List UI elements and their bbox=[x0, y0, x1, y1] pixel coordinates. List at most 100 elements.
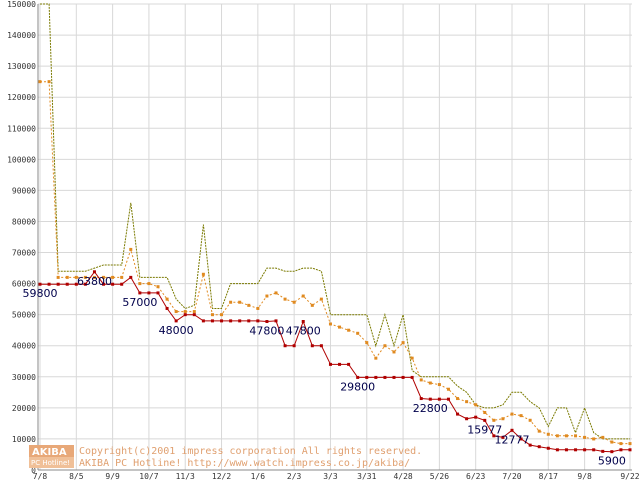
y-tick-label: 30000 bbox=[12, 373, 36, 382]
y-tick-label: 130000 bbox=[7, 62, 36, 71]
series-min-point bbox=[310, 344, 314, 348]
x-tick-label: 1/6 bbox=[251, 472, 266, 480]
series-avg-point bbox=[501, 417, 505, 421]
x-tick-label: 4/28 bbox=[393, 472, 412, 480]
series-avg-point bbox=[102, 275, 106, 279]
y-tick-label: 150000 bbox=[7, 0, 36, 9]
y-axis-ticks: 0 10000 20000 30000 40000 50000 60000 70000 8000… bbox=[7, 0, 36, 475]
price-callouts: 59800 63800 57000 48000 47800 47800 29800 22800… bbox=[23, 275, 626, 468]
series-avg-point bbox=[519, 414, 523, 418]
series-min-point bbox=[392, 375, 396, 379]
series-min-point bbox=[319, 344, 323, 348]
series-min-point bbox=[38, 282, 42, 286]
series-min-point bbox=[483, 418, 487, 422]
series-avg-point bbox=[564, 434, 568, 438]
series-avg-point bbox=[283, 297, 287, 301]
series-avg-point bbox=[38, 80, 42, 84]
series-min-point bbox=[410, 375, 414, 379]
series-avg-point bbox=[628, 442, 632, 446]
series-min-point bbox=[247, 319, 251, 323]
series-min-point bbox=[592, 448, 596, 452]
series-max-line bbox=[40, 3, 630, 440]
x-tick-label: 2/3 bbox=[287, 472, 302, 480]
site-url-line: AKIBA PC Hotline! http://www.watch.impre… bbox=[79, 458, 410, 469]
series-avg-point bbox=[265, 294, 269, 298]
series-avg-point bbox=[210, 313, 214, 317]
series-min-point bbox=[83, 282, 87, 286]
x-tick-label: 8/5 bbox=[69, 472, 84, 480]
series-min-point bbox=[138, 291, 142, 295]
series-avg-point bbox=[401, 341, 405, 345]
series-avg-point bbox=[147, 282, 151, 286]
series-avg-point bbox=[347, 328, 351, 332]
series-min-point bbox=[510, 428, 514, 432]
series-min-point bbox=[474, 415, 478, 419]
series-min-point bbox=[401, 375, 405, 379]
y-tick-label: 80000 bbox=[12, 217, 36, 226]
series-avg-point bbox=[220, 313, 224, 317]
series-avg-point bbox=[601, 435, 605, 439]
series-min-point bbox=[292, 344, 296, 348]
series-min-point bbox=[129, 275, 133, 279]
y-tick-label: 50000 bbox=[12, 311, 36, 320]
series-avg-point bbox=[111, 275, 115, 279]
series-avg-point bbox=[92, 275, 96, 279]
x-tick-label: 7/8 bbox=[33, 472, 48, 480]
series-avg-point bbox=[510, 412, 514, 416]
series-avg-point bbox=[138, 282, 142, 286]
series-min-point bbox=[347, 362, 351, 366]
akiba-logo-text: AKIBA bbox=[32, 447, 67, 458]
series-avg-point bbox=[410, 356, 414, 360]
series-avg-point bbox=[247, 303, 251, 307]
series-min-point bbox=[229, 319, 233, 323]
series-min-point bbox=[283, 344, 287, 348]
x-tick-label: 5/26 bbox=[430, 472, 449, 480]
x-tick-label: 12/2 bbox=[212, 472, 231, 480]
y-tick-label: 0 bbox=[31, 466, 36, 475]
y-tick-label: 140000 bbox=[7, 31, 36, 40]
series-avg-point bbox=[383, 344, 387, 348]
x-tick-label: 3/3 bbox=[323, 472, 338, 480]
series-min-point bbox=[210, 319, 214, 323]
price-callout: 5900 bbox=[598, 455, 626, 468]
y-tick-label: 90000 bbox=[12, 186, 36, 195]
series-min-line bbox=[40, 270, 630, 453]
akiba-logo-subtext: PC Hotline! bbox=[31, 459, 70, 467]
price-callout: 48000 bbox=[159, 324, 194, 337]
y-tick-label: 40000 bbox=[12, 342, 36, 351]
series-avg-point bbox=[319, 297, 323, 301]
series-avg-point bbox=[456, 397, 460, 401]
series-min-point bbox=[419, 397, 423, 401]
series-avg-point bbox=[437, 383, 441, 387]
price-callout: 29800 bbox=[340, 380, 375, 393]
series-min-point bbox=[519, 437, 523, 441]
series-min-point bbox=[456, 412, 460, 416]
series-min-point bbox=[74, 282, 78, 286]
y-tick-label: 100000 bbox=[7, 155, 36, 164]
series-min-point bbox=[537, 445, 541, 449]
series-min-point bbox=[610, 450, 614, 454]
series-avg-point bbox=[528, 418, 532, 422]
series-avg-point bbox=[238, 300, 242, 304]
series-avg-point bbox=[474, 403, 478, 407]
x-tick-label: 6/23 bbox=[466, 472, 485, 480]
price-callout: 15977 bbox=[467, 423, 502, 436]
series-min-point bbox=[356, 375, 360, 379]
x-tick-label: 11/3 bbox=[176, 472, 195, 480]
series-avg-point bbox=[120, 275, 124, 279]
series-min-point bbox=[338, 362, 342, 366]
y-tick-label: 120000 bbox=[7, 93, 36, 102]
series-avg-point bbox=[83, 275, 87, 279]
x-axis-ticks: 7/8 8/5 9/9 10/7 11/3 12/2 1/6 2/3 3/3 3/31 4/28 5/… bbox=[33, 472, 640, 480]
series-min-point bbox=[446, 397, 450, 401]
x-tick-label: 9/22 bbox=[620, 472, 639, 480]
series-lines bbox=[38, 3, 632, 454]
series-avg-point bbox=[583, 435, 587, 439]
series-min-point bbox=[465, 417, 469, 421]
series-min-point bbox=[238, 319, 242, 323]
series-min-point bbox=[147, 291, 151, 295]
copyright-line: Copyright(c)2001 impress corporation All… bbox=[79, 446, 422, 457]
series-min-point bbox=[365, 375, 369, 379]
series-avg-point bbox=[492, 418, 496, 422]
